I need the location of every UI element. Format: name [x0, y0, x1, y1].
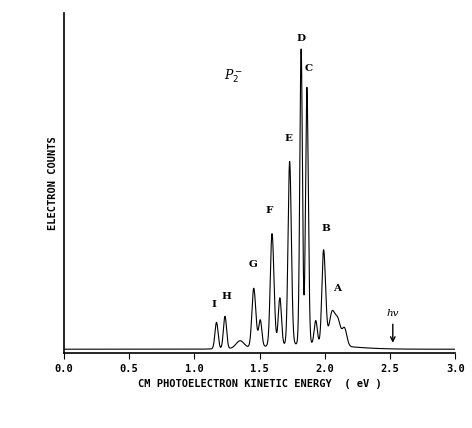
Text: G: G: [248, 260, 257, 269]
Y-axis label: ELECTRON COUNTS: ELECTRON COUNTS: [48, 136, 58, 230]
Text: hv: hv: [387, 309, 399, 318]
Text: B: B: [321, 224, 330, 233]
Text: E: E: [285, 134, 293, 143]
Text: $\mathregular{P}_2^-$: $\mathregular{P}_2^-$: [224, 67, 243, 85]
Text: A: A: [333, 285, 341, 294]
X-axis label: CM PHOTOELECTRON KINETIC ENERGY  ( eV ): CM PHOTOELECTRON KINETIC ENERGY ( eV ): [138, 379, 381, 389]
Text: D: D: [296, 34, 305, 43]
Text: H: H: [221, 292, 231, 301]
Text: C: C: [304, 64, 313, 73]
Text: F: F: [266, 206, 273, 215]
Text: I: I: [211, 300, 216, 309]
